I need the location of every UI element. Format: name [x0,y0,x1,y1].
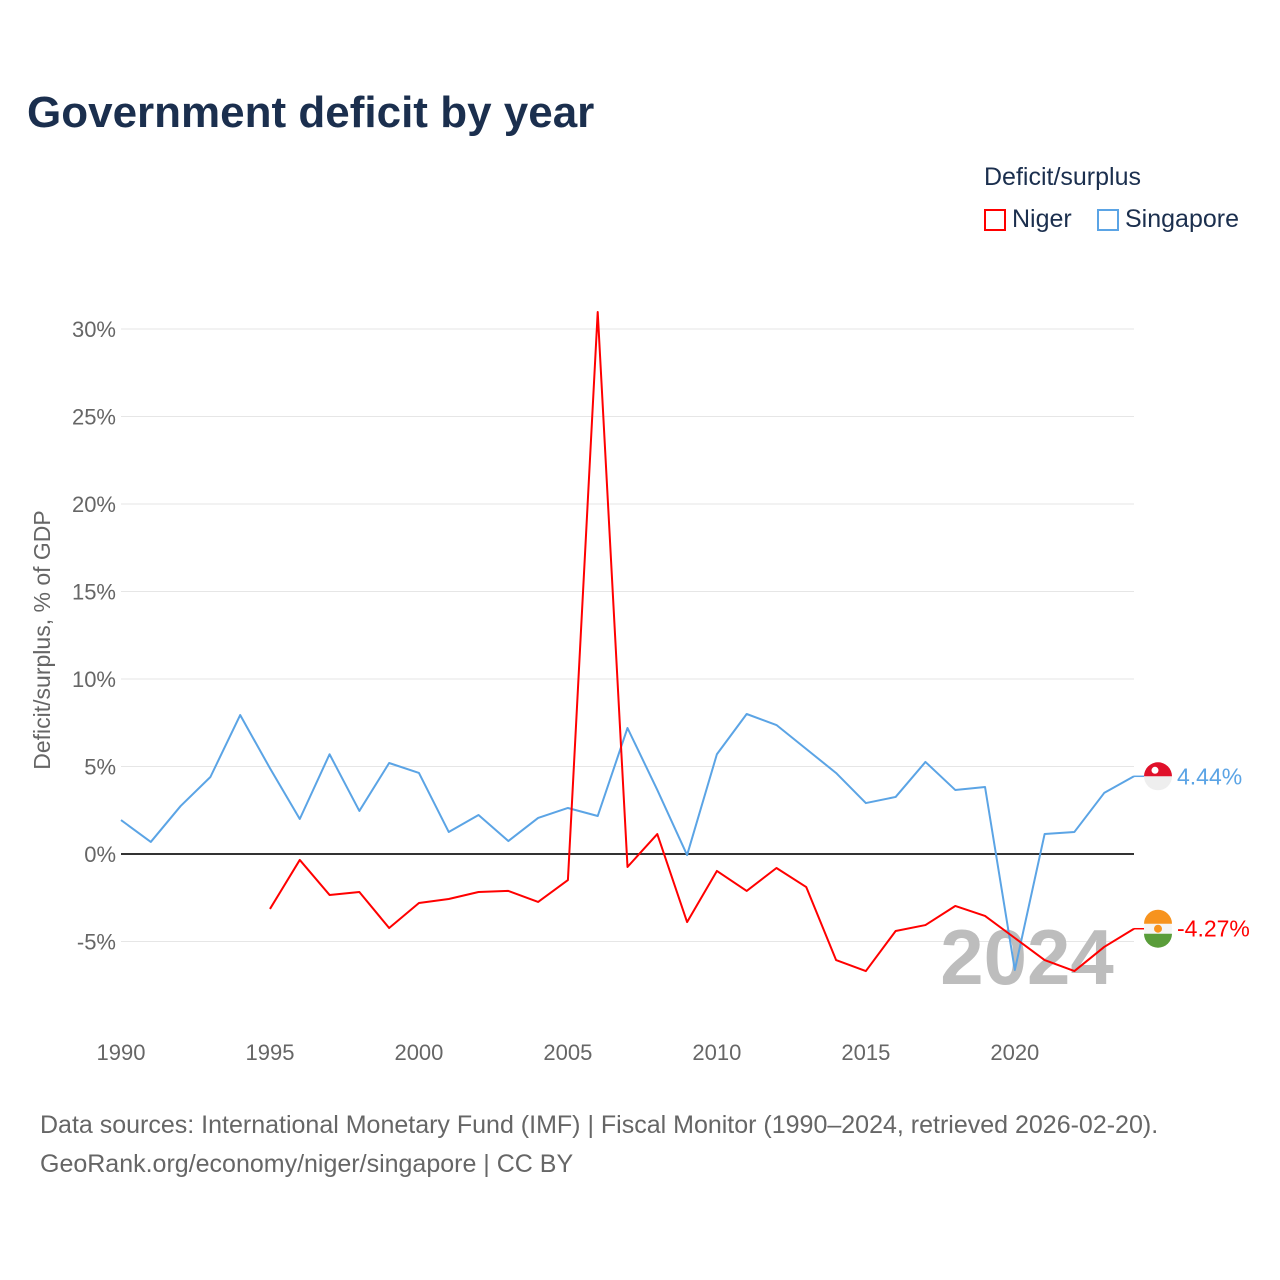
legend-label-niger: Niger [1012,205,1072,233]
legend-title: Deficit/surplus [984,163,1141,191]
flag-niger-sun [1154,924,1162,933]
y-tick-label: 0% [84,842,116,867]
chart-title: Government deficit by year [27,88,595,137]
x-tick-label: 2015 [841,1040,890,1065]
flag-singapore-crescent [1151,766,1159,774]
footer: Data sources: International Monetary Fun… [40,1106,1158,1184]
y-tick-label: 10% [72,667,116,692]
flag-niger-orange [1144,909,1172,924]
footer-sources: Data sources: International Monetary Fun… [40,1111,1159,1139]
y-tick-label: 25% [72,405,116,430]
y-tick-label: 15% [72,580,116,605]
y-tick-label: 5% [84,755,116,780]
y-tick-label: 30% [72,317,116,342]
x-tick-label: 1990 [97,1040,146,1065]
x-tick-label: 2020 [990,1040,1039,1065]
legend-item-singapore[interactable]: Singapore [1097,205,1239,234]
y-tick-label: -5% [77,930,116,955]
flag-niger-green [1144,933,1172,948]
x-tick-label: 2000 [394,1040,443,1065]
x-tick-label: 2005 [543,1040,592,1065]
legend-swatch-niger [984,208,1006,231]
end-label-singapore: 4.44% [1177,763,1242,789]
series-line-niger [269,311,1135,973]
legend-swatch-singapore [1097,208,1119,231]
y-tick-label: 20% [72,492,116,517]
legend-item-niger[interactable]: Niger [984,205,1072,234]
legend-label-singapore: Singapore [1125,205,1239,233]
footer-link[interactable]: GeoRank.org/economy/niger/singapore | CC… [40,1150,574,1178]
y-axis-label: Deficit/surplus, % of GDP [29,510,55,769]
x-tick-label: 1995 [245,1040,294,1065]
year-watermark: 2024 [940,913,1114,1001]
end-label-niger: -4.27% [1177,916,1250,942]
x-tick-label: 2010 [692,1040,741,1065]
